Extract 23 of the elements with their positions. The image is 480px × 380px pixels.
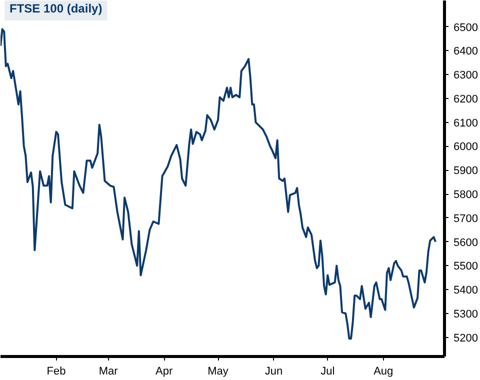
- x-tick-label: Feb: [46, 366, 66, 378]
- line-series: [0, 28, 437, 340]
- y-tick-label: 6400: [454, 46, 478, 58]
- x-tick-label: Aug: [374, 366, 394, 378]
- x-tick-label: Jun: [264, 366, 283, 378]
- x-tick-label: Jul: [320, 366, 335, 378]
- x-tick-label: May: [208, 366, 229, 378]
- x-tick-label: Apr: [156, 366, 173, 378]
- y-tick-label: 6500: [454, 22, 478, 34]
- y-tick-label: 5200: [454, 332, 478, 344]
- y-tick-label: 5300: [454, 308, 478, 320]
- y-tick-label: 5900: [454, 165, 478, 178]
- y-tick-label: 5400: [454, 284, 478, 297]
- y-tick-label: 5800: [454, 189, 478, 202]
- chart-title: FTSE 100 (daily): [10, 2, 102, 16]
- y-tick-label: 5700: [454, 212, 478, 225]
- y-tick-label: 5600: [454, 236, 478, 249]
- x-tick-label: Mar: [98, 366, 118, 378]
- y-tick-label: 6300: [454, 70, 478, 82]
- y-tick-label: 6100: [454, 117, 478, 130]
- y-tick-label: 6200: [454, 93, 478, 106]
- y-tick-label: 6000: [454, 141, 478, 154]
- y-tick-label: 5500: [454, 260, 478, 273]
